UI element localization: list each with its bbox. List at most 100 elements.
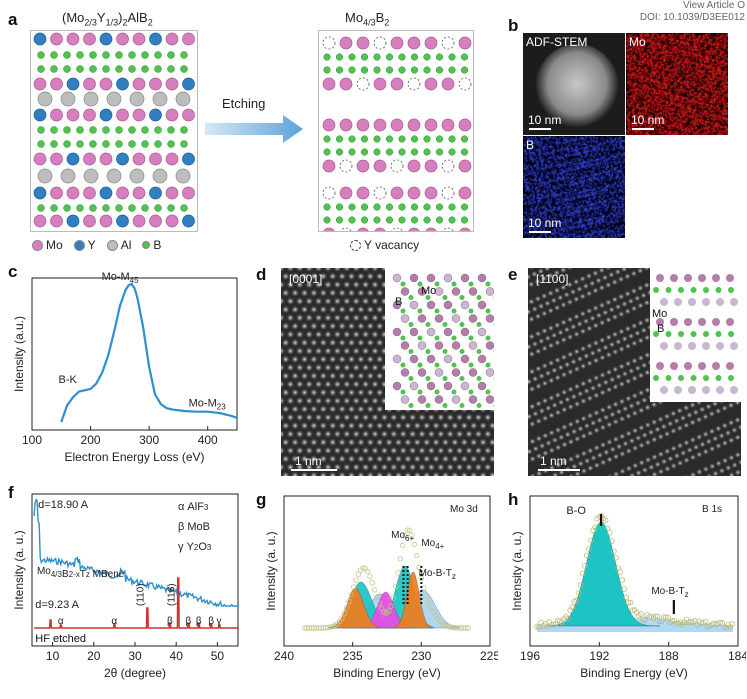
boron-atom: [476, 295, 482, 300]
molybdenum-atom: [356, 227, 370, 241]
boron-atom: [485, 281, 491, 287]
raw-data-point: [355, 571, 361, 577]
raw-data-point: [579, 570, 586, 577]
molybdenum-atom: [99, 152, 113, 166]
raw-data-point: [353, 577, 359, 583]
molybdenum-atom: [730, 386, 738, 394]
boron-atom: [385, 66, 394, 74]
boron-atom: [335, 135, 344, 143]
scale-bar: [538, 469, 580, 471]
raw-data-point: [339, 615, 345, 621]
eels-series-line: [60, 282, 238, 423]
parent-structure-svg: [33, 32, 195, 228]
molybdenum-atom: [392, 273, 402, 283]
molybdenum-atom: [660, 342, 668, 350]
boron-atom: [728, 375, 734, 381]
molybdenum-atom: [458, 118, 472, 132]
molybdenum-atom: [477, 273, 487, 283]
molybdenum-atom: [485, 314, 494, 323]
molybdenum-atom: [400, 395, 410, 404]
boron-atom: [703, 331, 709, 337]
y-vacancy: [322, 36, 336, 50]
x-tick-label: 300: [139, 433, 159, 447]
boron-atom: [451, 362, 457, 368]
boron-atom: [485, 335, 491, 341]
raw-data-point: [588, 537, 594, 544]
boron-atom: [348, 203, 356, 211]
boron-atom: [89, 126, 97, 134]
raw-data-point: [661, 614, 667, 620]
atom-legend: Mo Y Al B: [32, 238, 161, 252]
molybdenum-atom: [684, 274, 692, 282]
molybdenum-atom: [441, 118, 455, 132]
raw-data-point: [646, 614, 653, 620]
legend-mo: Mo: [46, 238, 63, 252]
mo-b-tz-label: Mo-B-Tz: [419, 568, 456, 581]
raw-data-point: [625, 599, 632, 606]
phase-marker: β: [208, 616, 214, 627]
boron-atom: [89, 140, 97, 148]
boron-atom: [653, 375, 659, 381]
aluminum-atom: [83, 168, 99, 184]
boron-atom: [460, 148, 469, 156]
molybdenum-atom: [451, 368, 461, 377]
boron-atom: [63, 51, 71, 59]
yttrium-atom: [116, 77, 129, 91]
molybdenum-atom: [434, 395, 444, 404]
mbene-structure-svg: [322, 36, 472, 241]
molybdenum-atom: [730, 342, 738, 350]
spectrum-title: Mo 3d: [450, 504, 478, 515]
x-tick-label: 200: [81, 433, 101, 447]
aluminum-atom: [106, 168, 122, 184]
molybdenum-atom: [434, 341, 444, 350]
boron-atom: [493, 296, 494, 299]
molybdenum-atom: [392, 300, 402, 310]
boron-atom: [493, 404, 494, 407]
molybdenum-atom: [424, 227, 438, 241]
molybdenum-atom: [468, 287, 478, 296]
boron-atom: [459, 403, 465, 408]
molybdenum-atom: [424, 186, 438, 200]
molybdenum-atom: [409, 381, 419, 391]
d-spacing-bottom-label: d=9.23 A: [35, 599, 79, 611]
boron-atom: [423, 53, 431, 61]
scale-bar: [529, 128, 551, 130]
boron-atom: [141, 51, 149, 59]
molybdenum-atom: [426, 327, 436, 337]
yttrium-atom: [33, 108, 47, 122]
molybdenum-atom: [726, 362, 734, 370]
boron-atom: [373, 53, 381, 61]
boron-atom: [141, 65, 149, 73]
boron-atom: [459, 349, 465, 354]
plot-frame: [31, 277, 238, 431]
raw-data-point: [654, 613, 661, 620]
molybdenum-atom: [698, 274, 706, 282]
x-tick-label: 10: [46, 649, 60, 663]
legend-b: B: [153, 238, 162, 252]
molybdenum-atom: [688, 342, 696, 350]
legend-al: Al: [120, 238, 132, 252]
boron-atom: [102, 140, 110, 148]
molybdenum-atom: [674, 342, 682, 350]
boron-atom: [373, 148, 381, 156]
raw-data-point: [327, 624, 333, 630]
boron-atom: [417, 308, 423, 314]
molybdenum-atom: [660, 298, 668, 306]
boron-atom: [180, 126, 188, 134]
x-axis-label: 2θ (degree): [104, 666, 166, 680]
molybdenum-atom: [660, 386, 668, 394]
boron-atom: [76, 140, 84, 148]
raw-data-point: [427, 604, 434, 611]
raw-data-point: [367, 573, 373, 580]
boron-atom: [435, 148, 444, 156]
molybdenum-atom: [468, 395, 478, 404]
b-map-title: B: [526, 138, 535, 152]
boron-atom: [690, 375, 697, 381]
molybdenum-atom: [83, 77, 96, 91]
boron-atom: [417, 389, 423, 395]
view-article-link[interactable]: View Article O: [682, 0, 745, 11]
boron-atom: [442, 403, 448, 408]
boron-atom: [468, 335, 474, 341]
phase-marker: α: [58, 616, 64, 627]
b-atom-icon: [142, 241, 151, 249]
